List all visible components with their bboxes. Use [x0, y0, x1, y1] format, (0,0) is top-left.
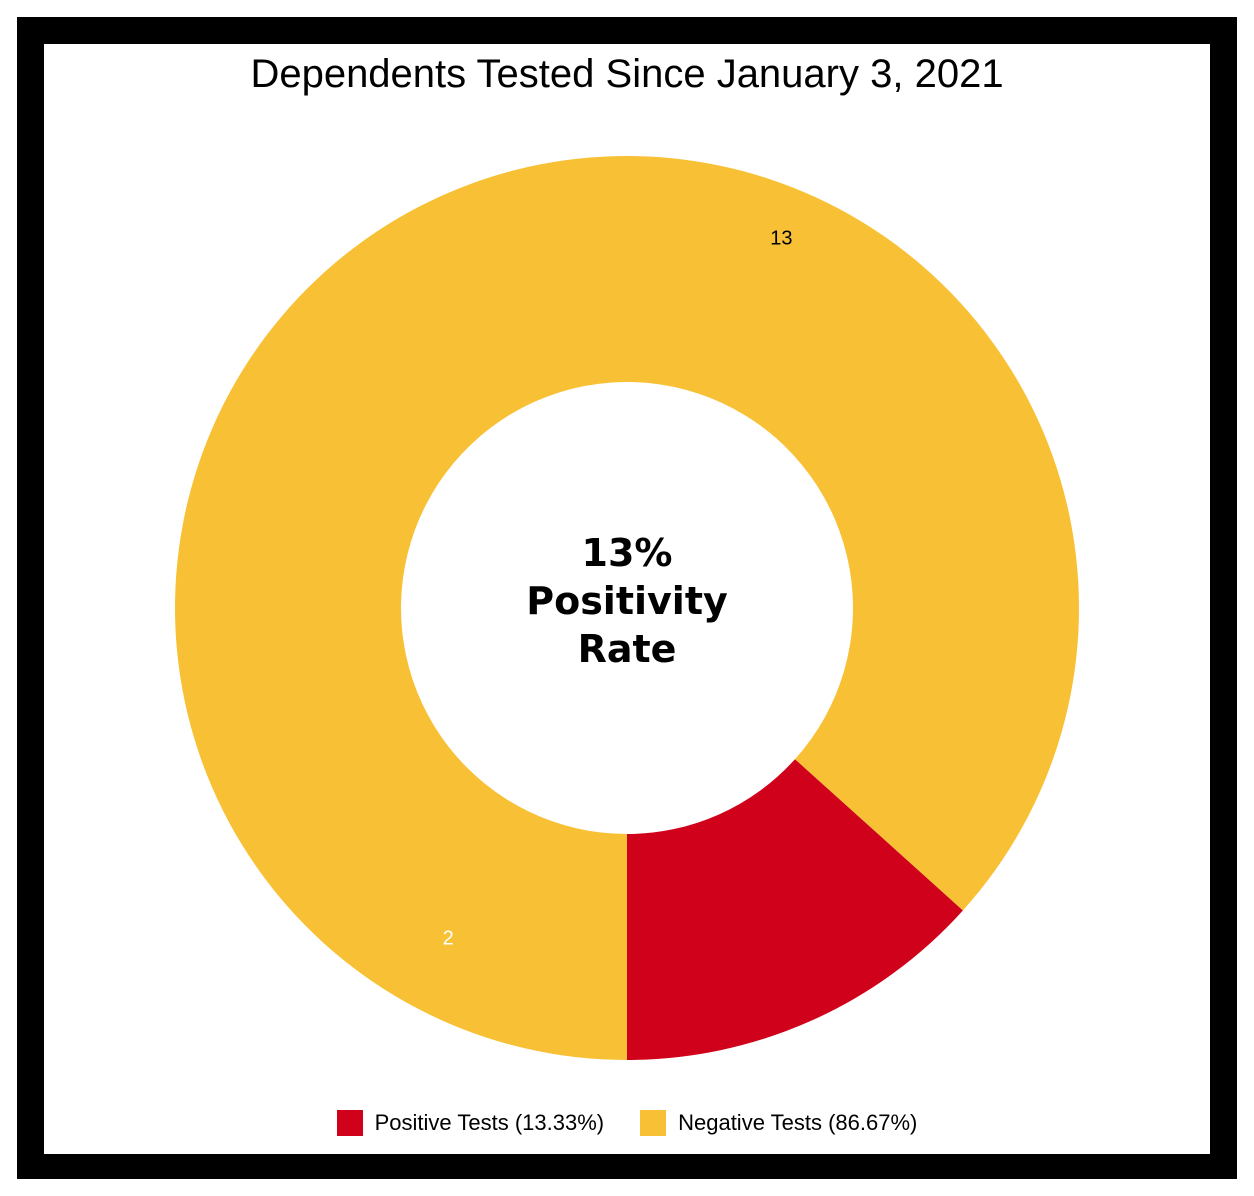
legend-label-positive: Positive Tests (13.33%) — [374, 1110, 605, 1135]
chart-title: Dependents Tested Since January 3, 2021 — [250, 52, 1004, 96]
slice-positive[interactable] — [627, 759, 963, 1060]
center-label-line-3: Rate — [578, 627, 677, 671]
slice-label-negative: 13 — [770, 227, 792, 249]
slice-label-positive: 2 — [443, 927, 454, 949]
legend-swatch-positive — [336, 1110, 363, 1136]
slice-negative[interactable] — [174, 155, 1079, 1060]
center-label-line-2: Positivity — [526, 579, 728, 623]
center-label-line-1: 13% — [582, 531, 673, 575]
chart-legend: Positive Tests (13.33%) Negative Tests (… — [0, 1110, 1254, 1136]
legend-item-positive[interactable]: Positive Tests (13.33%) — [336, 1110, 605, 1136]
legend-item-negative[interactable]: Negative Tests (86.67%) — [640, 1110, 917, 1136]
legend-swatch-negative — [640, 1110, 667, 1136]
legend-label-negative: Negative Tests (86.67%) — [678, 1110, 918, 1135]
